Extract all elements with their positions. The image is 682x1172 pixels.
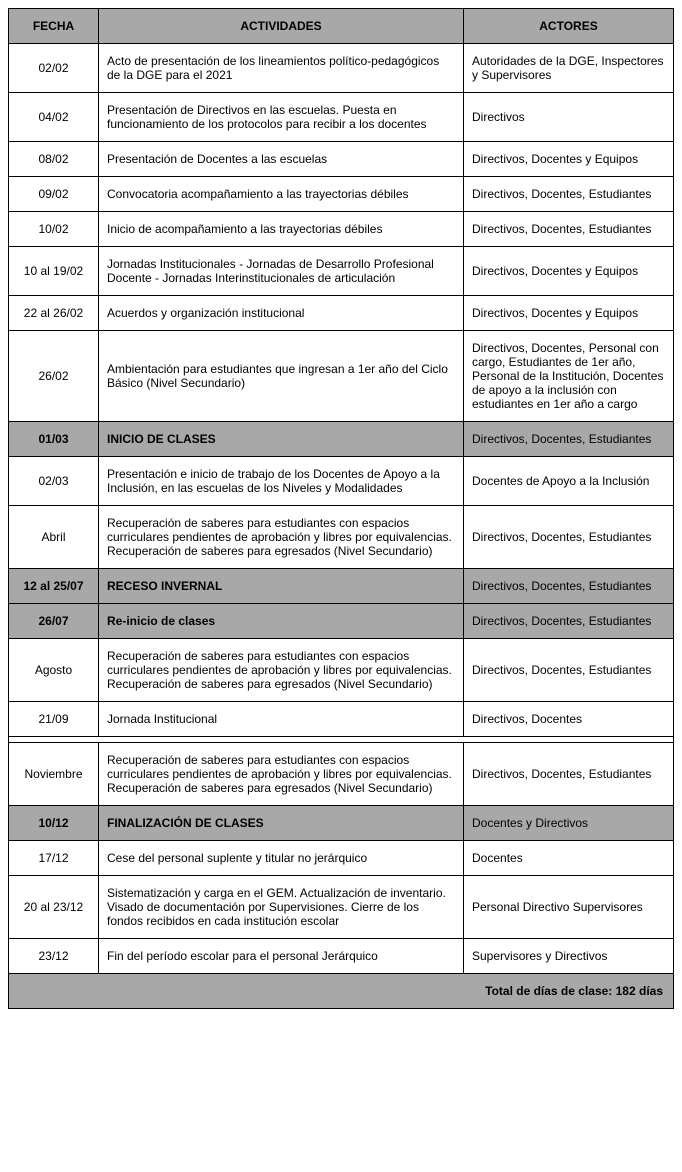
cell-actores: Directivos, Docentes, Estudiantes [464, 569, 674, 604]
cell-fecha: 22 al 26/02 [9, 296, 99, 331]
cell-actores: Directivos, Docentes y Equipos [464, 142, 674, 177]
table-row: 04/02Presentación de Directivos en las e… [9, 93, 674, 142]
cell-actividades: Acto de presentación de los lineamientos… [99, 44, 464, 93]
table-row: 26/07Re-inicio de clasesDirectivos, Doce… [9, 604, 674, 639]
cell-actores: Directivos, Docentes [464, 702, 674, 737]
cell-actores: Docentes de Apoyo a la Inclusión [464, 457, 674, 506]
cell-actores: Docentes y Directivos [464, 806, 674, 841]
cell-fecha: Agosto [9, 639, 99, 702]
cell-fecha: 02/03 [9, 457, 99, 506]
footer-row: Total de días de clase: 182 días [9, 974, 674, 1009]
cell-fecha: 26/07 [9, 604, 99, 639]
cell-actividades: Recuperación de saberes para estudiantes… [99, 506, 464, 569]
table-row: 17/12Cese del personal suplente y titula… [9, 841, 674, 876]
header-actividades: ACTIVIDADES [99, 9, 464, 44]
table-row: AgostoRecuperación de saberes para estud… [9, 639, 674, 702]
table-row: NoviembreRecuperación de saberes para es… [9, 743, 674, 806]
cell-fecha: 17/12 [9, 841, 99, 876]
footer-total: Total de días de clase: 182 días [9, 974, 674, 1009]
cell-fecha: 21/09 [9, 702, 99, 737]
cell-actores: Autoridades de la DGE, Inspectores y Sup… [464, 44, 674, 93]
cell-fecha: 04/02 [9, 93, 99, 142]
cell-actores: Directivos, Docentes, Estudiantes [464, 422, 674, 457]
header-fecha: FECHA [9, 9, 99, 44]
cell-actividades: Inicio de acompañamiento a las trayector… [99, 212, 464, 247]
table-row: 21/09Jornada InstitucionalDirectivos, Do… [9, 702, 674, 737]
cell-fecha: 09/02 [9, 177, 99, 212]
cell-fecha: Noviembre [9, 743, 99, 806]
cell-actividades: FINALIZACIÓN DE CLASES [99, 806, 464, 841]
cell-actividades: Acuerdos y organización institucional [99, 296, 464, 331]
cell-actores: Supervisores y Directivos [464, 939, 674, 974]
cell-fecha: 01/03 [9, 422, 99, 457]
table-row: 01/03INICIO DE CLASESDirectivos, Docente… [9, 422, 674, 457]
cell-actividades: Recuperación de saberes para estudiantes… [99, 743, 464, 806]
cell-fecha: Abril [9, 506, 99, 569]
cell-actores: Directivos, Docentes, Personal con cargo… [464, 331, 674, 422]
cell-actores: Directivos, Docentes, Estudiantes [464, 639, 674, 702]
cell-fecha: 08/02 [9, 142, 99, 177]
cell-actores: Directivos, Docentes, Estudiantes [464, 604, 674, 639]
table-row: 09/02Convocatoria acompañamiento a las t… [9, 177, 674, 212]
table-row: 23/12Fin del período escolar para el per… [9, 939, 674, 974]
table-row: 26/02Ambientación para estudiantes que i… [9, 331, 674, 422]
cell-fecha: 02/02 [9, 44, 99, 93]
cell-actividades: Jornada Institucional [99, 702, 464, 737]
table-row: 10 al 19/02Jornadas Institucionales - Jo… [9, 247, 674, 296]
header-row: FECHA ACTIVIDADES ACTORES [9, 9, 674, 44]
cell-actores: Directivos, Docentes, Estudiantes [464, 177, 674, 212]
cell-actores: Directivos, Docentes, Estudiantes [464, 506, 674, 569]
table-row: 20 al 23/12Sistematización y carga en el… [9, 876, 674, 939]
cell-actividades: Fin del período escolar para el personal… [99, 939, 464, 974]
table-row: 02/03Presentación e inicio de trabajo de… [9, 457, 674, 506]
cell-actividades: Presentación de Docentes a las escuelas [99, 142, 464, 177]
cell-fecha: 10/12 [9, 806, 99, 841]
table-row: 22 al 26/02Acuerdos y organización insti… [9, 296, 674, 331]
cell-fecha: 20 al 23/12 [9, 876, 99, 939]
cell-actividades: RECESO INVERNAL [99, 569, 464, 604]
cell-fecha: 26/02 [9, 331, 99, 422]
cell-actores: Directivos, Docentes y Equipos [464, 247, 674, 296]
cell-actividades: Jornadas Institucionales - Jornadas de D… [99, 247, 464, 296]
cell-actores: Docentes [464, 841, 674, 876]
cell-actores: Directivos [464, 93, 674, 142]
cell-actividades: Cese del personal suplente y titular no … [99, 841, 464, 876]
cell-actividades: Presentación de Directivos en las escuel… [99, 93, 464, 142]
table-row: 10/02Inicio de acompañamiento a las tray… [9, 212, 674, 247]
cell-actividades: Ambientación para estudiantes que ingres… [99, 331, 464, 422]
header-actores: ACTORES [464, 9, 674, 44]
cell-actividades: Sistematización y carga en el GEM. Actua… [99, 876, 464, 939]
cell-fecha: 23/12 [9, 939, 99, 974]
calendar-table: FECHA ACTIVIDADES ACTORES 02/02Acto de p… [8, 8, 674, 1009]
table-row: 08/02Presentación de Docentes a las escu… [9, 142, 674, 177]
cell-fecha: 10/02 [9, 212, 99, 247]
cell-fecha: 10 al 19/02 [9, 247, 99, 296]
cell-actividades: Convocatoria acompañamiento a las trayec… [99, 177, 464, 212]
cell-actores: Directivos, Docentes, Estudiantes [464, 743, 674, 806]
cell-actores: Directivos, Docentes y Equipos [464, 296, 674, 331]
table-row: 02/02Acto de presentación de los lineami… [9, 44, 674, 93]
cell-actores: Personal Directivo Supervisores [464, 876, 674, 939]
table-row: AbrilRecuperación de saberes para estudi… [9, 506, 674, 569]
cell-fecha: 12 al 25/07 [9, 569, 99, 604]
table-row: 12 al 25/07RECESO INVERNALDirectivos, Do… [9, 569, 674, 604]
cell-actividades: Presentación e inicio de trabajo de los … [99, 457, 464, 506]
cell-actores: Directivos, Docentes, Estudiantes [464, 212, 674, 247]
cell-actividades: Recuperación de saberes para estudiantes… [99, 639, 464, 702]
cell-actividades: INICIO DE CLASES [99, 422, 464, 457]
cell-actividades: Re-inicio de clases [99, 604, 464, 639]
table-row: 10/12FINALIZACIÓN DE CLASESDocentes y Di… [9, 806, 674, 841]
